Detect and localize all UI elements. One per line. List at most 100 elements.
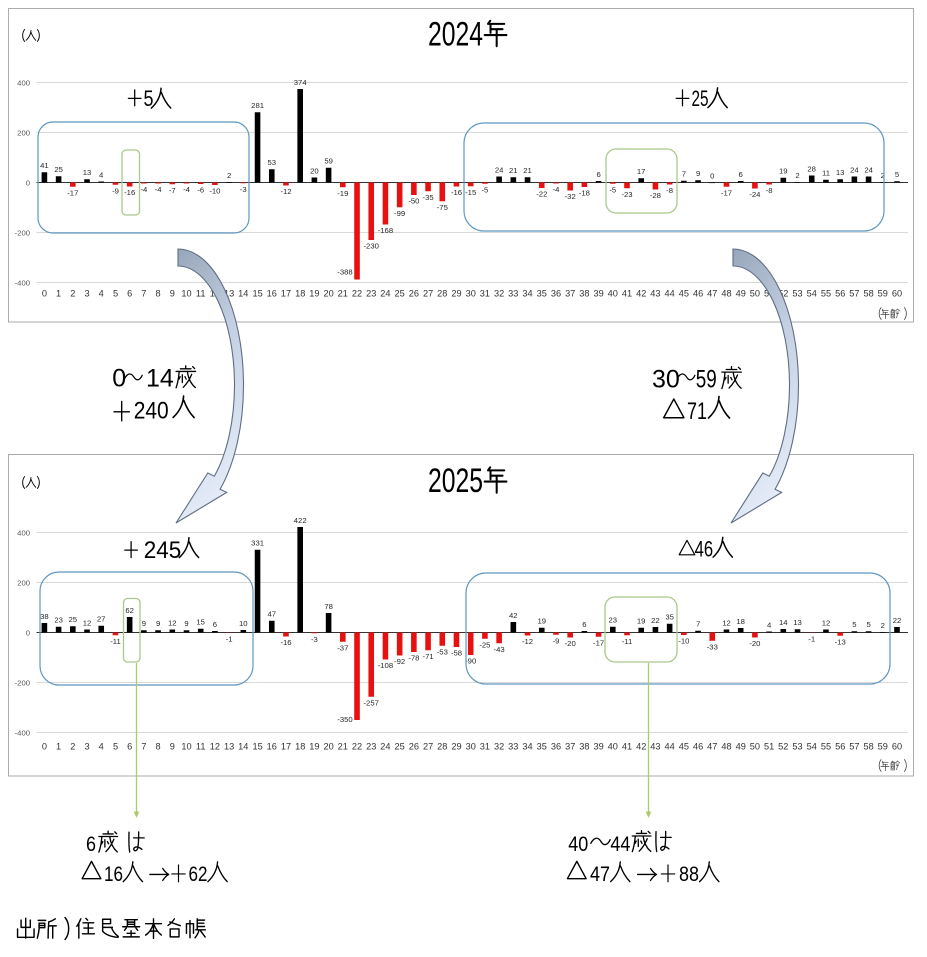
svg-text:-17: -17: [67, 188, 78, 197]
svg-text:22: 22: [651, 616, 660, 625]
svg-text:19: 19: [637, 617, 646, 626]
svg-text:-23: -23: [621, 190, 632, 199]
svg-text:2: 2: [70, 742, 75, 752]
svg-text:0: 0: [26, 628, 30, 637]
svg-text:-6: -6: [197, 186, 204, 195]
svg-text:-400: -400: [15, 278, 30, 287]
svg-text:23: 23: [366, 742, 376, 752]
svg-text:-12: -12: [280, 187, 291, 196]
svg-text:-5: -5: [481, 185, 488, 194]
svg-text:-108: -108: [378, 661, 393, 670]
svg-text:21: 21: [338, 742, 348, 752]
svg-text:59: 59: [696, 366, 717, 394]
svg-text:7: 7: [696, 620, 700, 629]
svg-text:22: 22: [352, 289, 362, 299]
svg-text:88: 88: [679, 862, 699, 886]
svg-text:56: 56: [835, 289, 845, 299]
svg-text:4: 4: [767, 620, 772, 629]
svg-text:24: 24: [864, 165, 873, 174]
svg-text:46: 46: [693, 742, 703, 752]
svg-text:-4: -4: [140, 185, 148, 194]
svg-text:16: 16: [267, 289, 277, 299]
svg-text:2: 2: [795, 171, 799, 180]
svg-text:55: 55: [821, 742, 831, 752]
svg-text:-90: -90: [465, 657, 476, 666]
svg-text:62: 62: [189, 862, 208, 886]
svg-text:5: 5: [113, 289, 118, 299]
svg-text:58: 58: [863, 289, 873, 299]
svg-text:-15: -15: [465, 188, 476, 197]
svg-text:6: 6: [582, 620, 586, 629]
svg-text:21: 21: [523, 166, 532, 175]
svg-text:35: 35: [537, 742, 547, 752]
svg-text:7: 7: [682, 170, 686, 179]
svg-text:14: 14: [238, 289, 248, 299]
svg-text:50: 50: [750, 742, 760, 752]
svg-text:22: 22: [893, 616, 902, 625]
svg-text:53: 53: [268, 158, 277, 167]
svg-text:24: 24: [380, 289, 390, 299]
svg-text:51: 51: [764, 742, 774, 752]
svg-text:-78: -78: [408, 654, 419, 663]
svg-text:47: 47: [590, 862, 610, 886]
svg-text:4: 4: [99, 742, 104, 752]
svg-text:39: 39: [593, 742, 603, 752]
svg-text:22: 22: [352, 742, 362, 752]
svg-text:35: 35: [665, 613, 674, 622]
svg-text:17: 17: [637, 167, 646, 176]
svg-text:12: 12: [210, 742, 220, 752]
svg-text:55: 55: [821, 289, 831, 299]
svg-text:-71: -71: [423, 652, 434, 661]
svg-text:28: 28: [437, 289, 447, 299]
svg-text:-8: -8: [766, 186, 773, 195]
svg-text:19: 19: [538, 617, 547, 626]
svg-text:5: 5: [866, 620, 870, 629]
svg-text:6: 6: [213, 620, 217, 629]
svg-text:49: 49: [736, 742, 746, 752]
svg-text:-37: -37: [337, 643, 348, 652]
svg-text:0: 0: [710, 171, 714, 180]
svg-text:331: 331: [251, 539, 264, 548]
svg-text:12: 12: [722, 618, 731, 627]
svg-text:19: 19: [309, 742, 319, 752]
svg-text:27: 27: [423, 289, 433, 299]
svg-text:-17: -17: [721, 188, 732, 197]
svg-text:21: 21: [338, 289, 348, 299]
svg-text:41: 41: [622, 742, 632, 752]
svg-text:43: 43: [650, 289, 660, 299]
svg-text:-388: -388: [337, 268, 352, 277]
svg-text:-13: -13: [835, 637, 846, 646]
svg-text:2: 2: [881, 621, 885, 630]
svg-text:39: 39: [593, 289, 603, 299]
svg-text:10: 10: [181, 289, 191, 299]
svg-text:38: 38: [579, 289, 589, 299]
svg-text:30: 30: [466, 289, 476, 299]
svg-text:-16: -16: [124, 188, 135, 197]
svg-text:56: 56: [835, 742, 845, 752]
svg-text:9: 9: [170, 289, 175, 299]
svg-text:26: 26: [409, 742, 419, 752]
svg-text:-50: -50: [408, 197, 419, 206]
svg-text:5: 5: [852, 620, 856, 629]
svg-text:26: 26: [409, 289, 419, 299]
svg-text:12: 12: [83, 618, 92, 627]
svg-text:32: 32: [494, 742, 504, 752]
svg-text:42: 42: [636, 289, 646, 299]
svg-text:-17: -17: [593, 638, 604, 647]
svg-text:18: 18: [295, 742, 305, 752]
svg-text:34: 34: [522, 742, 532, 752]
svg-text:30: 30: [652, 366, 680, 394]
svg-text:29: 29: [451, 289, 461, 299]
svg-text:374: 374: [294, 78, 308, 87]
svg-text:71: 71: [687, 398, 707, 425]
svg-text:1: 1: [56, 289, 61, 299]
svg-text:8: 8: [156, 742, 161, 752]
svg-text:2024: 2024: [428, 16, 483, 54]
svg-text:19: 19: [309, 289, 319, 299]
svg-text:5: 5: [895, 170, 899, 179]
svg-text:28: 28: [807, 164, 816, 173]
svg-text:18: 18: [295, 289, 305, 299]
svg-text:59: 59: [878, 289, 888, 299]
svg-text:41: 41: [40, 161, 49, 170]
svg-text:-11: -11: [110, 637, 121, 646]
